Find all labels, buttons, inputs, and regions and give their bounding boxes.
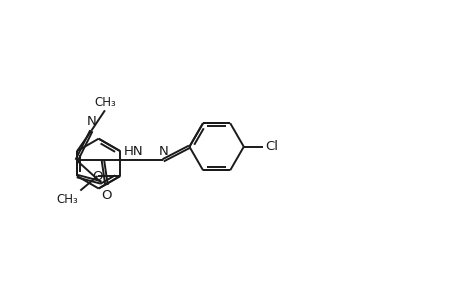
- Text: Cl: Cl: [265, 140, 278, 153]
- Text: HN: HN: [123, 145, 143, 158]
- Text: CH₃: CH₃: [94, 95, 116, 109]
- Text: CH₃: CH₃: [56, 193, 78, 206]
- Text: O: O: [92, 169, 102, 182]
- Text: N: N: [86, 116, 96, 128]
- Text: N: N: [158, 145, 168, 158]
- Text: O: O: [101, 189, 112, 202]
